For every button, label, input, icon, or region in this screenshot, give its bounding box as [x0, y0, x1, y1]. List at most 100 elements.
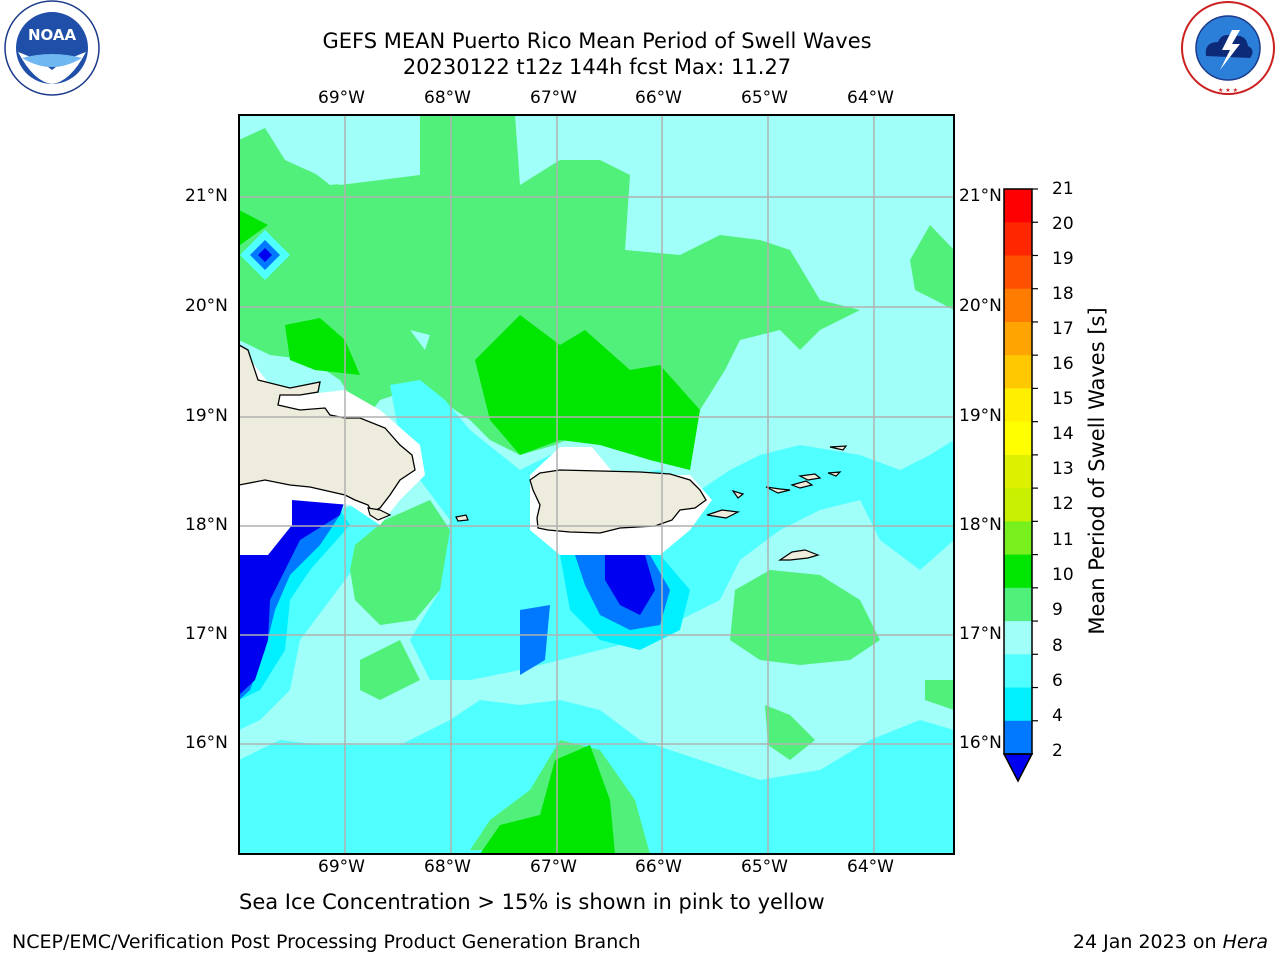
field-band-10-11-west: [285, 318, 360, 375]
map-frame: [238, 114, 955, 855]
field-band-9-10-north: [239, 115, 860, 455]
lat-label-right-21n: 21°N: [959, 186, 1002, 206]
nws-logo: ★ ★ ★: [1176, 0, 1280, 100]
lat-label-right-20n: 20°N: [959, 296, 1002, 316]
noaa-logo-text: NOAA: [28, 26, 77, 44]
footer-left: NCEP/EMC/Verification Post Processing Pr…: [12, 931, 641, 953]
lon-label-top-68w: 68°W: [424, 88, 471, 108]
colorbar-segment: [1004, 687, 1032, 722]
lon-label-bottom-68w: 68°W: [424, 857, 471, 877]
colorbar-segment: [1004, 554, 1032, 589]
colorbar-tick-13: 13: [1052, 459, 1074, 479]
map-field: [239, 115, 954, 854]
colorbar-segment: [1004, 654, 1032, 689]
colorbar-tick-11: 11: [1052, 530, 1074, 550]
lon-label-bottom-64w: 64°W: [847, 857, 894, 877]
footer-date: 24 Jan 2023 on: [1072, 931, 1223, 953]
colorbar-bar: [1002, 188, 1038, 783]
colorbar-segment: [1004, 521, 1032, 556]
field-band-10-11-edge: [239, 210, 268, 245]
land-vieques: [706, 509, 741, 519]
colorbar-segment: [1004, 488, 1032, 522]
lon-label-top-67w: 67°W: [530, 88, 577, 108]
land-st-john: [790, 480, 814, 489]
field-band-2-4-prs-tail: [520, 605, 550, 675]
lat-label-left-19n: 19°N: [185, 406, 228, 426]
lat-label-left-21n: 21°N: [185, 186, 228, 206]
lat-label-left-17n: 17°N: [185, 624, 228, 644]
lon-label-top-65w: 65°W: [741, 88, 788, 108]
lat-label-left-16n: 16°N: [185, 733, 228, 753]
colorbar-tick-20: 20: [1052, 214, 1074, 234]
land-anegada: [827, 471, 842, 477]
footer-right: 24 Jan 2023 on Hera: [1073, 931, 1268, 953]
colorbar-segment: [1004, 222, 1032, 256]
colorbar-tick-4: 4: [1052, 706, 1063, 726]
lat-label-right-17n: 17°N: [959, 624, 1002, 644]
colorbar-segment: [1004, 288, 1032, 323]
chart-subtitle: 20230122 t12z 144h fcst Max: 11.27: [402, 55, 792, 79]
colorbar-tick-17: 17: [1052, 319, 1074, 339]
chart-title: GEFS MEAN Puerto Rico Mean Period of Swe…: [322, 29, 872, 53]
land-tortola: [797, 473, 822, 481]
field-band-lt2-sw: [239, 500, 345, 695]
land-hispaniola: [239, 344, 416, 513]
colorbar-segment: [1004, 321, 1032, 356]
lon-label-top-66w: 66°W: [635, 88, 682, 108]
land-st-thomas: [765, 486, 791, 494]
colorbar-tick-19: 19: [1052, 249, 1074, 269]
colorbar-segment: [1004, 421, 1032, 456]
colorbar-tick-18: 18: [1052, 284, 1074, 304]
colorbar-tick-9: 9: [1052, 600, 1063, 620]
colorbar-segment: [1004, 355, 1032, 389]
lon-label-bottom-69w: 69°W: [318, 857, 365, 877]
lat-label-right-19n: 19°N: [959, 406, 1002, 426]
lon-label-bottom-66w: 66°W: [635, 857, 682, 877]
footer-host: Hera: [1222, 931, 1268, 953]
colorbar-tick-6: 6: [1052, 671, 1063, 691]
colorbar-tick-16: 16: [1052, 354, 1074, 374]
colorbar-tick-12: 12: [1052, 494, 1074, 514]
lon-label-bottom-67w: 67°W: [530, 857, 577, 877]
colorbar-segment: [1004, 621, 1032, 655]
colorbar-segment: [1004, 388, 1032, 423]
colorbar-tick-10: 10: [1052, 565, 1074, 585]
svg-text:★ ★ ★: ★ ★ ★: [1218, 87, 1238, 94]
colorbar-extend-triangle: [1002, 753, 1034, 783]
lon-label-top-69w: 69°W: [318, 88, 365, 108]
land-st-croix: [778, 549, 820, 561]
lon-label-top-64w: 64°W: [847, 88, 894, 108]
field-band-9-10-south-west: [350, 500, 450, 625]
colorbar-tick-8: 8: [1052, 636, 1063, 656]
field-band-lt2-spot: [258, 248, 272, 262]
colorbar-segment: [1004, 720, 1032, 755]
colorbar-tick-2: 2: [1052, 741, 1063, 761]
colorbar-segment: [1004, 454, 1032, 489]
colorbar-tick-15: 15: [1052, 389, 1074, 409]
lon-label-bottom-65w: 65°W: [741, 857, 788, 877]
sea-ice-note: Sea Ice Concentration > 15% is shown in …: [239, 890, 825, 914]
field-band-9-10-ne: [910, 225, 954, 310]
field-band-10-11-core: [475, 315, 700, 470]
lat-label-left-20n: 20°N: [185, 296, 228, 316]
noaa-logo: NOAA: [0, 0, 105, 100]
field-band-9-10-ne-tip: [925, 680, 954, 710]
field-band-lt2-prs: [605, 555, 655, 615]
colorbar-segment: [1004, 255, 1032, 290]
field-band-9-10-pocket: [285, 140, 380, 185]
colorbar-label: Mean Period of Swell Waves [s]: [1085, 307, 1109, 635]
land-sombrero: [829, 445, 848, 451]
colorbar-segment: [1004, 189, 1032, 223]
field-band-10-11-south: [480, 745, 615, 854]
land-culebra: [731, 489, 745, 499]
land-mona: [455, 514, 469, 522]
field-band-9-10-se-tip: [765, 705, 815, 760]
field-band-9-10-south-mid: [360, 640, 420, 700]
colorbar-segment: [1004, 587, 1032, 622]
colorbar-tick-14: 14: [1052, 424, 1074, 444]
colorbar-tick-21: 21: [1052, 179, 1074, 199]
lat-label-left-18n: 18°N: [185, 515, 228, 535]
field-band-8-9-pocket: [410, 330, 430, 350]
lat-label-right-16n: 16°N: [959, 733, 1002, 753]
